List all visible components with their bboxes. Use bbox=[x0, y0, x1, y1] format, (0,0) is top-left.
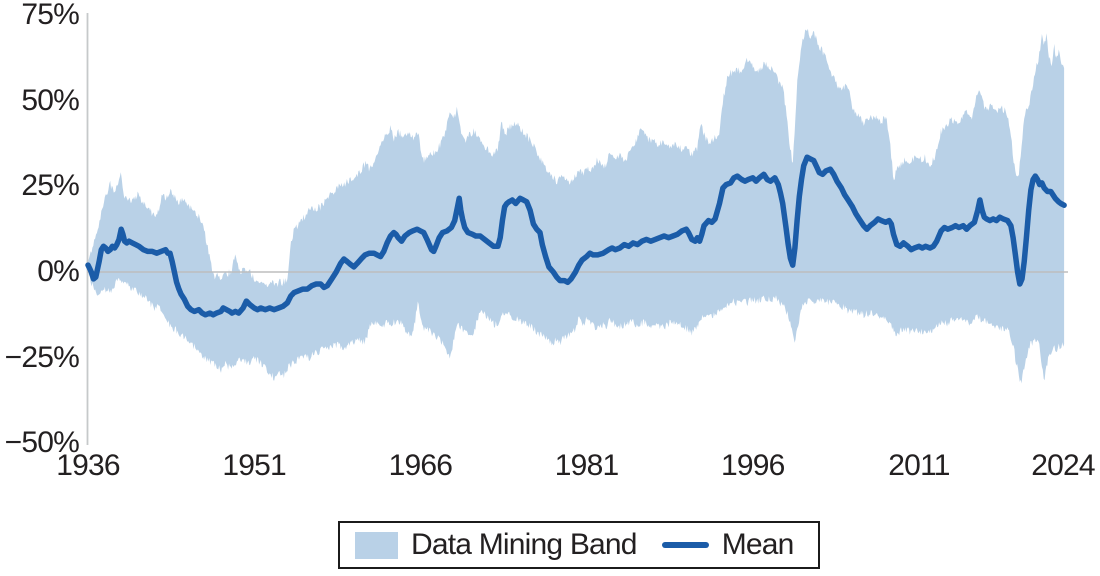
y-tick-label: −50% bbox=[4, 426, 80, 460]
y-tick-label: 50% bbox=[21, 83, 79, 117]
mean-line bbox=[85, 154, 1067, 318]
x-tick-label: 1951 bbox=[222, 449, 286, 482]
x-tick-label: 1981 bbox=[554, 449, 619, 482]
legend-mean-label: Mean bbox=[721, 528, 795, 561]
legend-mean-line-icon bbox=[661, 542, 709, 548]
legend: Data Mining Band Mean bbox=[338, 521, 820, 569]
legend-band-swatch-icon bbox=[355, 531, 398, 559]
x-tick-label: 2011 bbox=[888, 449, 950, 482]
x-tick-label: 2024 bbox=[1031, 449, 1095, 482]
x-tick-label: 1936 bbox=[56, 449, 120, 482]
x-tick-label: 1996 bbox=[720, 449, 785, 482]
x-tick-label: 1966 bbox=[388, 449, 453, 482]
data-mining-band-area bbox=[88, 28, 1065, 384]
y-tick-label: −25% bbox=[4, 340, 80, 374]
y-tick-label: 75% bbox=[21, 0, 79, 31]
y-tick-label: 25% bbox=[21, 169, 79, 203]
legend-band-label: Data Mining Band bbox=[411, 528, 637, 561]
y-tick-label: 0% bbox=[37, 255, 80, 288]
